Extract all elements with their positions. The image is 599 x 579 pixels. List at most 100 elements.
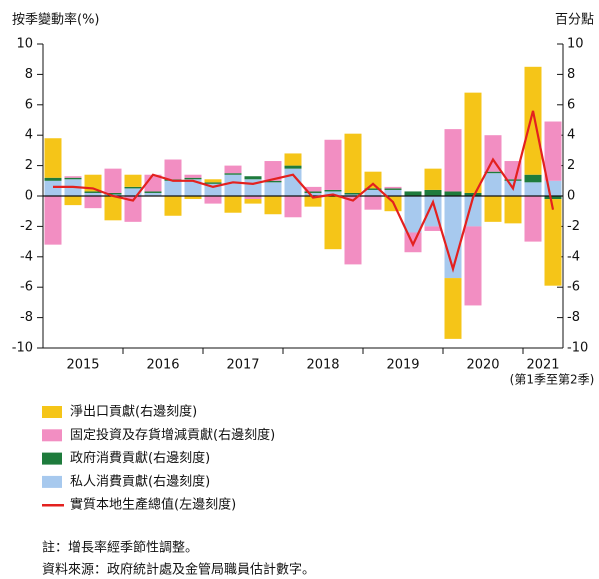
bar-segment — [364, 189, 382, 196]
legend-label: 實質本地生產總值(左邊刻度) — [70, 497, 236, 513]
bar-segment — [64, 176, 82, 178]
x-tick-label: 2015 — [66, 358, 99, 373]
bar-segment — [384, 186, 402, 189]
bar-segment — [524, 182, 542, 196]
bar-segment — [204, 182, 222, 184]
y2-tick-label: 0 — [567, 189, 575, 204]
bar-segment — [84, 191, 102, 193]
bar-segment — [344, 196, 362, 265]
bar-segment — [344, 192, 362, 195]
bar-segment — [544, 121, 562, 181]
bar-segment — [444, 191, 462, 196]
bar-segment — [84, 196, 102, 209]
bar-segment — [284, 153, 302, 166]
bar-segment — [484, 171, 502, 174]
legend-swatch — [42, 406, 62, 418]
bar-segment — [344, 133, 362, 193]
bar-segment — [144, 192, 162, 196]
y2-axis-title: 百分點 — [555, 13, 594, 28]
bar-segment — [284, 196, 302, 218]
bar-segment — [364, 196, 382, 210]
bar-segment — [184, 196, 202, 200]
bar-segment — [284, 165, 302, 169]
y-tick-label: 10 — [16, 37, 33, 52]
bar-segment — [144, 191, 162, 193]
bar-segment — [224, 173, 242, 175]
y2-tick-label: 6 — [567, 97, 575, 112]
bar-segment — [324, 196, 342, 250]
bar-segment — [484, 196, 502, 222]
bar-segment — [304, 196, 322, 207]
bar-segment — [544, 196, 562, 200]
bar-segment — [424, 226, 442, 231]
legend-label: 固定投資及存貨增減貢獻(右邊刻度) — [70, 427, 275, 443]
bar-segment — [344, 194, 362, 196]
y-tick-label: -6 — [20, 280, 33, 295]
y-tick-label: 0 — [25, 189, 33, 204]
legend-label: 淨出口貢獻(右邊刻度) — [70, 404, 197, 420]
note: 註：增長率經季節性調整。 — [42, 540, 198, 556]
bar-segment — [304, 192, 322, 196]
bar-segment — [104, 192, 122, 195]
bar-segment — [464, 92, 482, 193]
y-tick-label: -8 — [20, 310, 33, 325]
bar-segment — [184, 177, 202, 180]
x-note: (第1季至第2季) — [510, 373, 595, 387]
bar-segment — [524, 66, 542, 175]
bar-segment — [484, 135, 502, 172]
y2-tick-label: 8 — [567, 67, 575, 82]
bar-segment — [504, 179, 522, 181]
x-tick-label: 2016 — [146, 358, 179, 373]
bar-segment — [204, 179, 222, 183]
bar-segment — [64, 177, 82, 180]
bar-segment — [204, 196, 222, 204]
y-tick-label: -10 — [12, 341, 33, 356]
y-tick-label: -4 — [20, 249, 33, 264]
bar-segment — [264, 196, 282, 215]
bar-segment — [444, 278, 462, 339]
bar-segment — [44, 138, 62, 178]
line-series — [53, 110, 555, 273]
bar-segment — [424, 168, 442, 190]
bar-segment — [224, 174, 242, 196]
legend-swatch — [42, 429, 62, 442]
bar-segment — [384, 188, 402, 190]
bar-segment — [44, 180, 62, 196]
bar-segment — [164, 196, 182, 216]
bar-segment — [224, 165, 242, 174]
bar-segment — [264, 180, 282, 183]
bar-segment — [124, 196, 142, 222]
bar-segment — [244, 176, 262, 180]
x-tick-label: 2017 — [226, 358, 259, 373]
bar-segment — [124, 186, 142, 189]
legend-label: 政府消費貢獻(右邊刻度) — [70, 450, 210, 466]
note: 資料來源：政府統計處及金管局職員估計數字。 — [42, 562, 315, 576]
bar-segment — [124, 174, 142, 187]
bar-segment — [244, 196, 262, 200]
bar-segment — [184, 174, 202, 178]
bar-segment — [324, 139, 342, 190]
bar-segment — [164, 159, 182, 180]
legend-swatch — [42, 452, 62, 465]
bar-segment — [464, 196, 482, 227]
bar-segment — [444, 129, 462, 192]
bar-segment — [244, 199, 262, 204]
y2-tick-label: 2 — [567, 158, 575, 173]
y2-tick-label: -6 — [567, 280, 580, 295]
x-tick-label: 2020 — [466, 358, 499, 373]
y2-tick-label: -2 — [567, 219, 580, 234]
legend-label: 私人消費貢獻(右邊刻度) — [70, 473, 210, 489]
bar-segment — [264, 161, 282, 181]
bar-segment — [84, 192, 102, 196]
y-tick-label: 6 — [25, 97, 33, 112]
bar-segment — [384, 189, 402, 196]
bar-segment — [404, 191, 422, 196]
bar-segment — [44, 196, 62, 245]
bar-segment — [164, 180, 182, 196]
y-tick-label: 8 — [25, 67, 33, 82]
bar-segment — [484, 173, 502, 196]
legend-swatch — [42, 475, 62, 488]
bar-segment — [524, 196, 542, 242]
y2-tick-label: -10 — [567, 341, 588, 356]
bar-segment — [324, 189, 342, 192]
